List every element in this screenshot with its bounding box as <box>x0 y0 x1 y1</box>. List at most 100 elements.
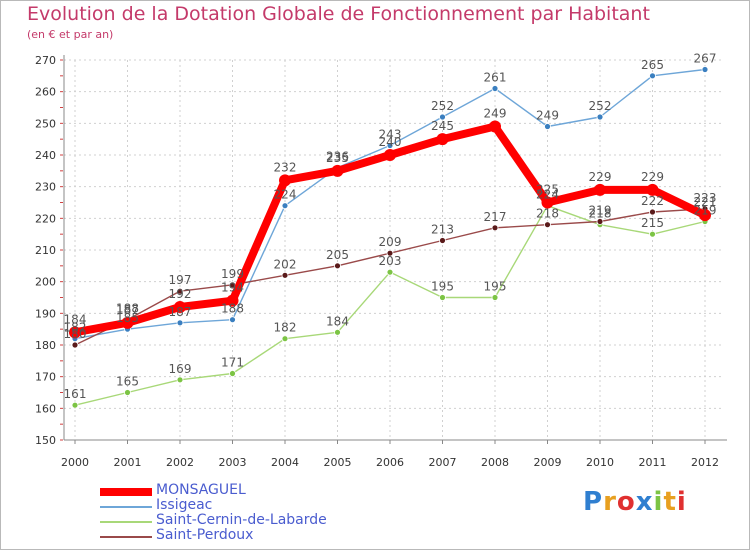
data-point <box>174 301 186 313</box>
data-label: 169 <box>169 362 192 376</box>
data-label: 265 <box>641 58 664 72</box>
data-label: 232 <box>274 160 297 174</box>
data-point <box>649 72 656 80</box>
proxiti-logo: Proxiti <box>583 487 687 517</box>
data-label: 249 <box>536 109 559 123</box>
data-point <box>386 268 394 276</box>
data-point <box>699 209 711 222</box>
data-label: 236 <box>326 150 349 164</box>
data-label: 202 <box>274 257 297 271</box>
logo-letter: r <box>603 487 617 517</box>
y-tick-label: 150 <box>35 434 56 447</box>
data-label: 240 <box>379 135 402 149</box>
data-point <box>121 316 134 329</box>
data-label: 267 <box>694 52 717 66</box>
data-label: 199 <box>221 267 244 281</box>
data-label: 195 <box>431 280 454 294</box>
logo-letter: x <box>635 487 654 517</box>
logo-letter: i <box>676 487 687 517</box>
data-label: 217 <box>484 210 507 224</box>
data-label: 218 <box>589 207 612 221</box>
data-label: 249 <box>484 107 507 121</box>
data-point <box>279 174 291 187</box>
data-point <box>594 183 606 196</box>
data-point <box>436 133 449 146</box>
data-point <box>176 319 184 327</box>
data-label: 161 <box>64 387 87 401</box>
data-point <box>226 294 239 307</box>
x-tick-label: 2011 <box>639 456 667 469</box>
data-point <box>541 196 554 209</box>
legend-label: Saint-Perdoux <box>156 527 254 543</box>
legend-label: Issigeac <box>156 497 213 513</box>
legend-swatch <box>100 506 152 508</box>
data-label: 194 <box>221 281 244 295</box>
data-point <box>649 230 656 238</box>
data-point <box>176 376 184 384</box>
x-tick-label: 2006 <box>376 456 404 469</box>
data-point <box>439 113 446 121</box>
data-label: 215 <box>641 216 664 230</box>
data-label: 188 <box>116 302 139 316</box>
logo-letter: o <box>616 487 636 517</box>
data-label: 224 <box>536 188 559 202</box>
data-point <box>281 271 289 279</box>
data-label: 180 <box>64 327 87 341</box>
data-label: 197 <box>169 273 192 287</box>
data-point <box>334 262 341 270</box>
data-label: 224 <box>274 188 297 202</box>
data-label: 182 <box>274 321 297 335</box>
data-point <box>439 237 446 244</box>
legend-swatch <box>100 488 152 496</box>
data-label: 213 <box>431 223 454 237</box>
data-label: 203 <box>379 254 402 268</box>
data-point <box>596 218 604 225</box>
legend-item: Saint-Cernin-de-Labarde <box>100 512 400 529</box>
y-tick-label: 220 <box>35 212 56 225</box>
y-tick-label: 160 <box>35 402 56 415</box>
data-point <box>491 224 499 232</box>
data-point <box>386 142 394 149</box>
legend-item: Saint-Perdoux <box>100 527 400 544</box>
data-label: 261 <box>484 71 507 85</box>
x-tick-label: 2010 <box>586 456 614 469</box>
legend-swatch <box>100 536 152 538</box>
data-label: 245 <box>431 119 454 133</box>
data-label: 195 <box>484 280 507 294</box>
y-tick-label: 260 <box>35 86 56 99</box>
legend-item: Issigeac <box>100 497 400 514</box>
y-tick-label: 190 <box>35 307 56 320</box>
x-tick-label: 2004 <box>271 456 299 469</box>
data-label: 209 <box>379 235 402 249</box>
data-point <box>71 401 79 409</box>
data-point <box>176 287 184 295</box>
data-point <box>281 202 289 210</box>
x-tick-label: 2008 <box>481 456 509 469</box>
data-label: 229 <box>641 170 664 184</box>
legend-swatch <box>100 521 152 523</box>
legend-label: Saint-Cernin-de-Labarde <box>156 512 327 528</box>
data-label: 221 <box>694 195 717 209</box>
legend-label: MONSAGUEL <box>156 482 246 498</box>
data-point <box>124 389 131 396</box>
data-point <box>491 85 499 92</box>
data-label: 219 <box>589 204 612 218</box>
data-label: 218 <box>536 207 559 221</box>
x-tick-label: 2002 <box>166 456 194 469</box>
data-label: 184 <box>326 314 349 328</box>
logo-letter: i <box>653 487 664 517</box>
y-tick-label: 240 <box>35 149 56 162</box>
logo-letter: t <box>663 487 677 517</box>
y-tick-label: 270 <box>35 54 56 67</box>
y-tick-label: 170 <box>35 371 56 384</box>
data-label: 229 <box>589 170 612 184</box>
data-label: 182 <box>64 321 87 335</box>
data-point <box>544 123 551 130</box>
data-label: 171 <box>221 356 244 370</box>
legend-item: MONSAGUEL <box>100 482 400 499</box>
data-point <box>439 294 446 301</box>
data-label: 205 <box>326 248 349 262</box>
data-label: 192 <box>169 287 192 301</box>
y-tick-label: 230 <box>35 181 56 194</box>
